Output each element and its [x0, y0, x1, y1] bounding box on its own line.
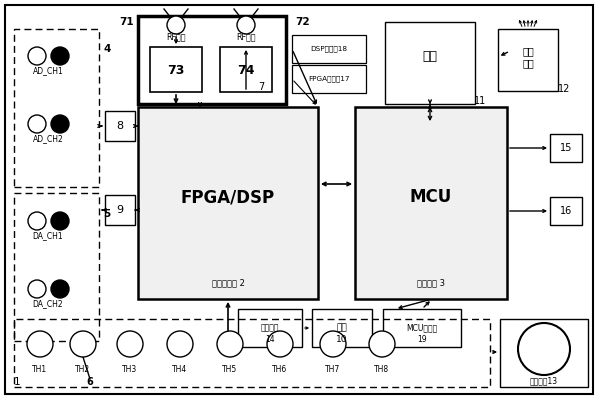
- Text: 信号处理器 2: 信号处理器 2: [212, 279, 245, 288]
- Circle shape: [51, 212, 69, 230]
- Text: RF发送: RF发送: [236, 32, 256, 41]
- Text: 1: 1: [14, 377, 20, 387]
- Text: 存储: 存储: [337, 324, 347, 332]
- Text: DA_CH2: DA_CH2: [33, 300, 63, 308]
- Text: 71: 71: [120, 17, 134, 27]
- Circle shape: [51, 280, 69, 298]
- Circle shape: [117, 331, 143, 357]
- Bar: [312, 309, 372, 347]
- Bar: [550, 134, 582, 162]
- Text: 12: 12: [558, 84, 570, 94]
- Circle shape: [51, 115, 69, 133]
- Text: 7: 7: [258, 82, 264, 92]
- Text: TH5: TH5: [222, 365, 237, 373]
- Circle shape: [28, 280, 46, 298]
- Bar: [550, 197, 582, 225]
- Text: 19: 19: [417, 336, 427, 344]
- Bar: [383, 309, 461, 347]
- Text: 6: 6: [87, 377, 93, 387]
- Circle shape: [167, 16, 185, 34]
- Text: TH3: TH3: [123, 365, 138, 373]
- Text: AD_CH2: AD_CH2: [33, 134, 63, 144]
- Bar: [498, 29, 558, 91]
- Circle shape: [70, 331, 96, 357]
- Text: DA_CH1: DA_CH1: [33, 231, 63, 241]
- Bar: [500, 319, 588, 387]
- Circle shape: [167, 331, 193, 357]
- Text: TH2: TH2: [75, 365, 90, 373]
- Bar: [385, 22, 475, 104]
- Bar: [14, 193, 99, 341]
- Bar: [150, 47, 202, 92]
- Text: MCU下载口: MCU下载口: [407, 324, 438, 332]
- Bar: [292, 35, 366, 63]
- Circle shape: [217, 331, 243, 357]
- Text: 9: 9: [117, 205, 124, 215]
- Text: 11: 11: [474, 96, 486, 106]
- Text: DSP下载口18: DSP下载口18: [310, 46, 347, 52]
- Text: 红外
收发: 红外 收发: [522, 46, 534, 68]
- Circle shape: [369, 331, 395, 357]
- Circle shape: [237, 16, 255, 34]
- Circle shape: [27, 331, 53, 357]
- Text: 14: 14: [265, 336, 275, 344]
- Text: TH7: TH7: [325, 365, 341, 373]
- Bar: [238, 309, 302, 347]
- Text: 72: 72: [295, 17, 310, 27]
- Circle shape: [28, 47, 46, 65]
- Circle shape: [28, 115, 46, 133]
- Bar: [355, 107, 507, 299]
- Text: 音频转换: 音频转换: [261, 324, 279, 332]
- Text: 15: 15: [560, 143, 572, 153]
- Text: 耳麦接口13: 耳麦接口13: [530, 377, 558, 385]
- Circle shape: [267, 331, 293, 357]
- Bar: [105, 195, 135, 225]
- Text: 73: 73: [167, 63, 185, 77]
- Text: 16: 16: [560, 206, 572, 216]
- Text: 控制芯片 3: 控制芯片 3: [417, 279, 445, 288]
- Text: FPGA下载口17: FPGA下载口17: [308, 76, 350, 82]
- Text: 网口: 网口: [423, 51, 438, 63]
- Bar: [220, 47, 272, 92]
- Text: TH6: TH6: [272, 365, 288, 373]
- Circle shape: [518, 323, 570, 375]
- Text: TH4: TH4: [172, 365, 188, 373]
- Bar: [105, 111, 135, 141]
- Text: TH1: TH1: [32, 365, 48, 373]
- Text: 5: 5: [103, 209, 110, 219]
- Circle shape: [51, 47, 69, 65]
- Text: RF接收: RF接收: [166, 32, 186, 41]
- Circle shape: [28, 212, 46, 230]
- Bar: [138, 107, 318, 299]
- Text: TH8: TH8: [374, 365, 389, 373]
- Text: AD_CH1: AD_CH1: [33, 67, 63, 75]
- Text: 8: 8: [117, 121, 124, 131]
- Bar: [292, 65, 366, 93]
- Circle shape: [320, 331, 346, 357]
- Text: 74: 74: [237, 63, 255, 77]
- Text: 4: 4: [103, 44, 111, 54]
- Bar: [138, 16, 286, 104]
- Text: FPGA/DSP: FPGA/DSP: [181, 188, 275, 206]
- Bar: [14, 319, 490, 387]
- Text: MCU: MCU: [410, 188, 452, 206]
- Bar: [14, 29, 99, 187]
- Text: 10: 10: [336, 336, 348, 344]
